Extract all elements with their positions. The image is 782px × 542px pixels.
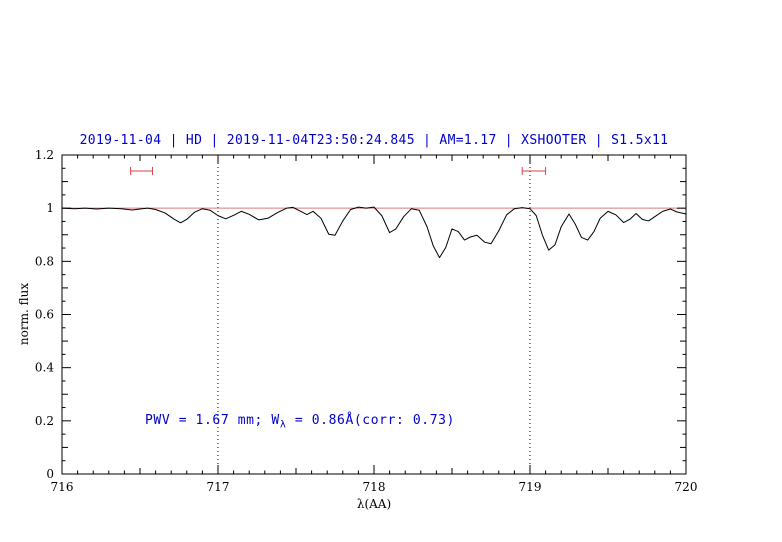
- spectrum-line: [61, 206, 687, 259]
- pwv-annotation-post: = 0.86Å(corr: 0.73): [286, 413, 455, 428]
- y-tick-label: 1: [46, 201, 54, 215]
- x-tick-label: 716: [51, 480, 74, 494]
- y-tick-label: 0.4: [35, 361, 54, 375]
- pwv-annotation: PWV = 1.67 mm; Wλ = 0.86Å(corr: 0.73): [145, 413, 455, 431]
- pwv-annotation-pre: PWV = 1.67 mm; W: [145, 413, 280, 428]
- y-tick-label: 0.6: [35, 308, 54, 322]
- x-axis-label: λ(AA): [356, 497, 392, 511]
- chart-title: 2019-11-04 | HD | 2019-11-04T23:50:24.84…: [79, 133, 669, 148]
- x-tick-label: 720: [675, 480, 698, 494]
- x-tick-label: 718: [363, 480, 386, 494]
- y-tick-label: 1.2: [35, 148, 54, 162]
- y-tick-label: 0.8: [35, 254, 54, 268]
- y-tick-label: 0: [46, 467, 54, 481]
- y-axis-label: norm. flux: [17, 282, 31, 346]
- x-tick-label: 717: [207, 480, 230, 494]
- pwv-annotation-sub: λ: [279, 419, 287, 431]
- x-tick-label: 719: [519, 480, 542, 494]
- y-tick-label: 0.2: [35, 414, 54, 428]
